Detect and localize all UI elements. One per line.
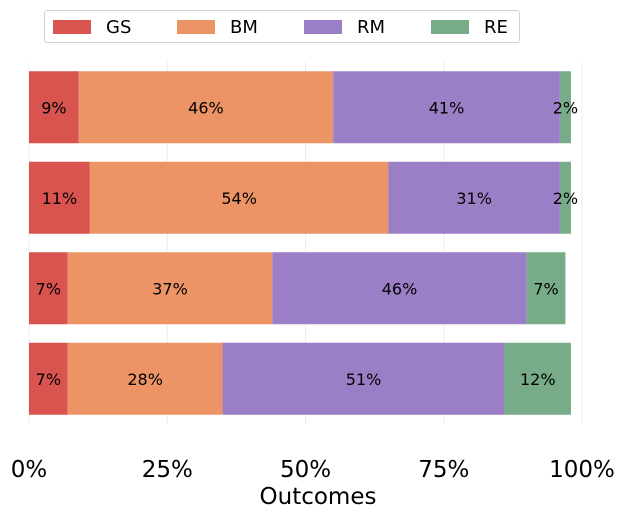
data-label-gs: 7% bbox=[36, 370, 61, 389]
data-label-rm: 46% bbox=[382, 279, 418, 298]
data-label-re: 2% bbox=[553, 189, 578, 208]
x-axis-label: Outcomes bbox=[259, 484, 377, 510]
bar-gs bbox=[29, 252, 68, 325]
bar-bm bbox=[67, 342, 223, 415]
legend-item-bm: BM bbox=[177, 16, 258, 38]
bar-gs bbox=[29, 342, 68, 415]
data-label-gs: 7% bbox=[36, 279, 61, 298]
legend-swatch-rm bbox=[304, 20, 342, 34]
data-label-bm: 54% bbox=[221, 189, 257, 208]
data-label-rm: 51% bbox=[346, 370, 382, 389]
x-tick-label: 0% bbox=[11, 457, 48, 483]
data-label-rm: 41% bbox=[429, 98, 465, 117]
bar-rm bbox=[272, 252, 527, 325]
legend-item-rm: RM bbox=[304, 16, 386, 38]
data-label-bm: 28% bbox=[127, 370, 163, 389]
x-tick-label: 100% bbox=[549, 457, 615, 483]
legend-swatch-gs bbox=[53, 20, 91, 34]
data-label-bm: 46% bbox=[188, 98, 224, 117]
data-label-rm: 31% bbox=[456, 189, 492, 208]
bar-rm bbox=[388, 161, 560, 234]
bars: 9% 46% 41% 2% 11% 54% 31% 2% 7% 37% 46% 7% 7% 28% 51% 1… bbox=[29, 71, 578, 415]
bar-gs bbox=[29, 161, 90, 234]
data-label-gs: 9% bbox=[41, 98, 66, 117]
legend-item-re: RE bbox=[431, 16, 508, 38]
bar-re bbox=[526, 252, 566, 325]
x-tick-labels: 0% 25% 50% 75% 100% bbox=[11, 457, 615, 483]
bar-rm bbox=[333, 71, 560, 144]
legend: GS BM RM RE bbox=[44, 10, 520, 43]
data-label-re: 2% bbox=[553, 98, 578, 117]
data-label-re: 12% bbox=[520, 370, 556, 389]
bar-re bbox=[559, 71, 571, 144]
legend-label-gs: GS bbox=[106, 16, 132, 38]
data-label-bm: 37% bbox=[152, 279, 188, 298]
bar-re bbox=[559, 161, 571, 234]
x-tick-label: 75% bbox=[418, 457, 469, 483]
bar-re bbox=[504, 342, 571, 415]
legend-swatch-bm bbox=[177, 20, 215, 34]
legend-label-bm: BM bbox=[230, 16, 258, 38]
x-tick-label: 50% bbox=[280, 457, 331, 483]
bar-bm bbox=[78, 71, 334, 144]
bar-bm bbox=[67, 252, 273, 325]
data-label-gs: 11% bbox=[42, 189, 78, 208]
legend-item-gs: GS bbox=[53, 16, 132, 38]
legend-label-rm: RM bbox=[357, 16, 386, 38]
bar-bm bbox=[89, 161, 389, 234]
data-label-re: 7% bbox=[533, 279, 558, 298]
x-tick-label: 25% bbox=[142, 457, 193, 483]
legend-swatch-re bbox=[431, 20, 469, 34]
bar-rm bbox=[222, 342, 505, 415]
legend-label-re: RE bbox=[484, 16, 508, 38]
bar-gs bbox=[29, 71, 79, 144]
